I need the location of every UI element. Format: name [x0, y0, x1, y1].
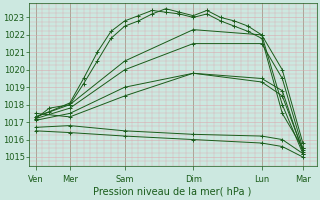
X-axis label: Pression niveau de la mer( hPa ): Pression niveau de la mer( hPa ) — [93, 187, 252, 197]
